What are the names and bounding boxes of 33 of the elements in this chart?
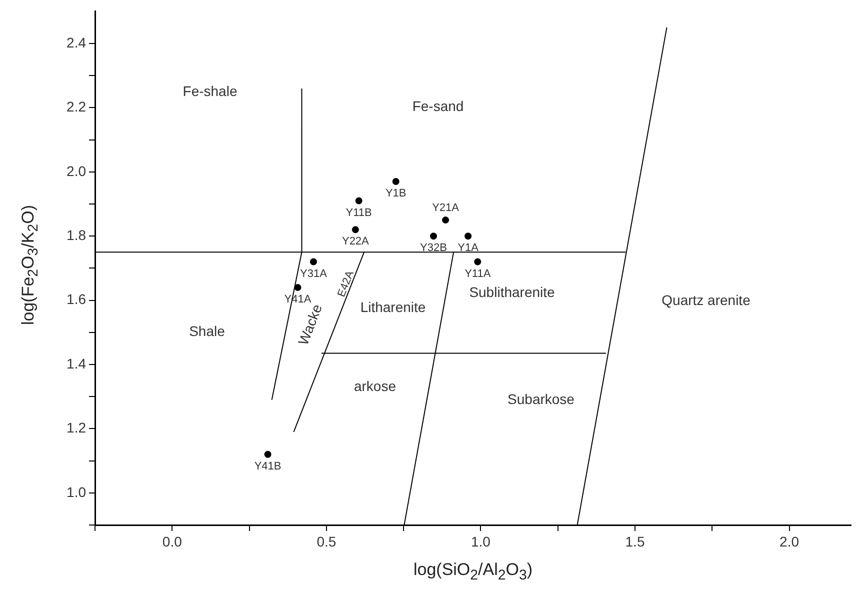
- annotation: Sublitharenite: [469, 284, 556, 300]
- x-tick-label: 0.5: [316, 533, 336, 550]
- x-tick-label: 1.5: [625, 533, 645, 550]
- y-tick-label: 2.4: [66, 34, 86, 50]
- data-label: Y32B: [420, 242, 447, 254]
- data-label: Y21A: [432, 202, 460, 214]
- annotation: Quartz arenite: [662, 292, 751, 308]
- y-tick-label: 1.4: [66, 355, 86, 372]
- x-tick-label: 0.0: [162, 533, 182, 550]
- data-label: Y11B: [346, 206, 372, 219]
- x-axis-title: log(SiO$_{2}$/Al$_{2}$O$_{3}$): [412, 560, 534, 584]
- annotation: Fe-sand: [412, 98, 464, 114]
- annotation: E42A: [336, 268, 357, 299]
- data-label: Y31A: [300, 268, 328, 280]
- data-label: Y1B: [385, 188, 406, 200]
- y-tick-label: 1.2: [66, 420, 86, 436]
- data-label: Y41B: [254, 460, 282, 472]
- y-tick-label: 1.6: [66, 291, 86, 308]
- y-tick-label: 2.2: [66, 98, 86, 115]
- y-tick-label: 1.0: [66, 484, 86, 500]
- y-tick-label: 2.0: [66, 162, 86, 179]
- annotation: Wacke: [294, 302, 326, 348]
- data-label: Y11A: [464, 268, 492, 280]
- y-tick-label: 1.8: [66, 226, 86, 243]
- annotation: Subarkose: [508, 390, 575, 407]
- annotation: Shale: [189, 322, 226, 339]
- x-tick-label: 1.0: [470, 533, 491, 550]
- annotation: arkose: [354, 378, 396, 394]
- annotation: Litharenite: [360, 298, 426, 315]
- data-label: Y22A: [342, 236, 370, 248]
- data-label: Y1A: [458, 242, 480, 254]
- annotation: Fe-shale: [182, 82, 238, 99]
- x-tick-label: 2.0: [780, 533, 800, 550]
